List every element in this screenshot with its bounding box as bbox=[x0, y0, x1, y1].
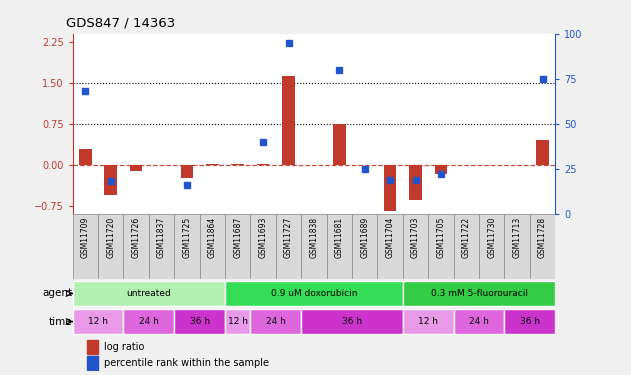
Bar bbox=[87, 340, 98, 354]
Bar bbox=[174, 309, 225, 334]
Bar bbox=[377, 214, 403, 279]
Bar bbox=[174, 214, 199, 279]
Text: 24 h: 24 h bbox=[139, 317, 159, 326]
Bar bbox=[206, 164, 219, 165]
Bar bbox=[124, 214, 149, 279]
Text: GSM11864: GSM11864 bbox=[208, 217, 217, 258]
Text: GSM11725: GSM11725 bbox=[182, 217, 191, 258]
Bar bbox=[504, 309, 555, 334]
Bar bbox=[454, 309, 504, 334]
Bar bbox=[104, 165, 117, 195]
Text: 24 h: 24 h bbox=[266, 317, 286, 326]
Bar bbox=[79, 149, 91, 165]
Text: GSM11704: GSM11704 bbox=[386, 217, 394, 258]
Bar bbox=[73, 309, 124, 334]
Text: GSM11709: GSM11709 bbox=[81, 217, 90, 258]
Bar bbox=[73, 214, 98, 279]
Text: GSM11703: GSM11703 bbox=[411, 217, 420, 258]
Text: GSM11687: GSM11687 bbox=[233, 217, 242, 258]
Bar bbox=[124, 309, 174, 334]
Text: 0.9 uM doxorubicin: 0.9 uM doxorubicin bbox=[271, 289, 357, 298]
Bar bbox=[225, 214, 251, 279]
Bar bbox=[403, 281, 555, 306]
Bar bbox=[435, 165, 447, 174]
Text: GSM11726: GSM11726 bbox=[132, 217, 141, 258]
Text: untreated: untreated bbox=[126, 289, 171, 298]
Bar bbox=[409, 165, 422, 200]
Text: log ratio: log ratio bbox=[104, 342, 144, 352]
Bar bbox=[251, 214, 276, 279]
Text: agent: agent bbox=[42, 288, 72, 298]
Bar bbox=[225, 281, 403, 306]
Text: GSM11689: GSM11689 bbox=[360, 217, 369, 258]
Text: 12 h: 12 h bbox=[88, 317, 108, 326]
Text: 0.3 mM 5-fluorouracil: 0.3 mM 5-fluorouracil bbox=[430, 289, 528, 298]
Bar bbox=[225, 309, 251, 334]
Text: GSM11837: GSM11837 bbox=[157, 217, 166, 258]
Bar bbox=[98, 214, 124, 279]
Bar bbox=[454, 214, 479, 279]
Text: GDS847 / 14363: GDS847 / 14363 bbox=[66, 17, 175, 30]
Bar bbox=[504, 214, 530, 279]
Bar bbox=[180, 165, 193, 178]
Text: 36 h: 36 h bbox=[189, 317, 209, 326]
Text: 36 h: 36 h bbox=[342, 317, 362, 326]
Text: 36 h: 36 h bbox=[520, 317, 540, 326]
Text: GSM11722: GSM11722 bbox=[462, 217, 471, 258]
Bar bbox=[479, 214, 504, 279]
Bar bbox=[536, 140, 549, 165]
Bar bbox=[251, 309, 301, 334]
Text: GSM11713: GSM11713 bbox=[512, 217, 522, 258]
Bar bbox=[257, 164, 269, 165]
Text: 24 h: 24 h bbox=[469, 317, 489, 326]
Text: 12 h: 12 h bbox=[418, 317, 439, 326]
Bar bbox=[87, 356, 98, 370]
Bar bbox=[352, 214, 377, 279]
Bar bbox=[282, 76, 295, 165]
Text: 12 h: 12 h bbox=[228, 317, 248, 326]
Bar bbox=[301, 309, 403, 334]
Text: GSM11838: GSM11838 bbox=[309, 217, 319, 258]
Bar bbox=[149, 214, 174, 279]
Bar bbox=[232, 164, 244, 165]
Bar bbox=[130, 165, 143, 171]
Bar bbox=[530, 214, 555, 279]
Text: GSM11681: GSM11681 bbox=[335, 217, 344, 258]
Bar bbox=[333, 124, 346, 165]
Text: GSM11727: GSM11727 bbox=[284, 217, 293, 258]
Bar bbox=[73, 281, 225, 306]
Bar bbox=[403, 214, 428, 279]
Text: percentile rank within the sample: percentile rank within the sample bbox=[104, 358, 269, 368]
Text: GSM11720: GSM11720 bbox=[106, 217, 115, 258]
Text: GSM11705: GSM11705 bbox=[437, 217, 445, 258]
Bar bbox=[327, 214, 352, 279]
Bar bbox=[384, 165, 396, 211]
Text: GSM11693: GSM11693 bbox=[259, 217, 268, 258]
Bar bbox=[428, 214, 454, 279]
Bar bbox=[276, 214, 301, 279]
Text: GSM11730: GSM11730 bbox=[487, 217, 496, 258]
Text: time: time bbox=[49, 316, 72, 327]
Bar bbox=[403, 309, 454, 334]
Text: GSM11728: GSM11728 bbox=[538, 217, 547, 258]
Bar bbox=[301, 214, 327, 279]
Bar bbox=[199, 214, 225, 279]
